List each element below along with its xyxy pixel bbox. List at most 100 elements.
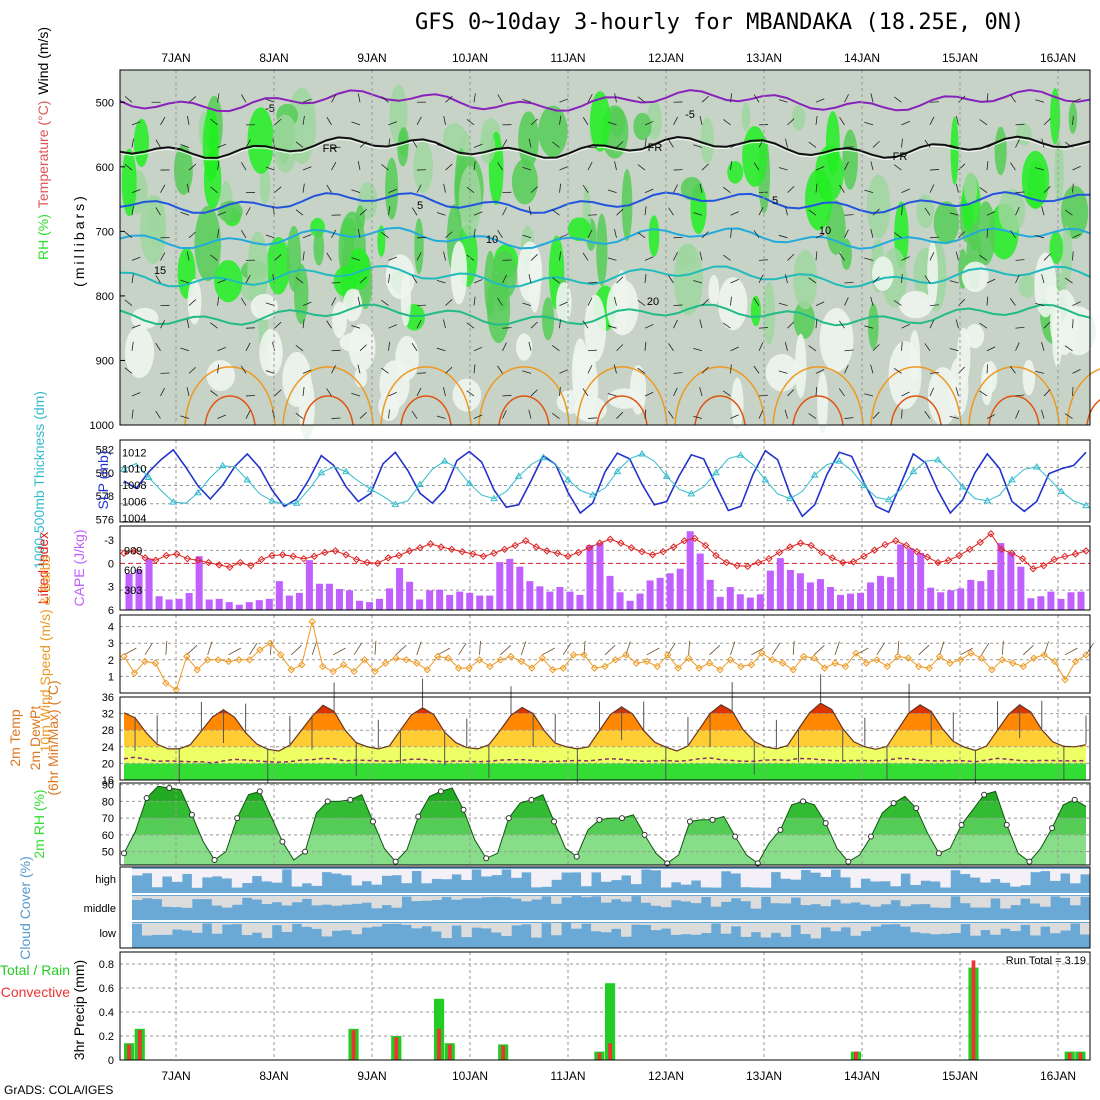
wind10m-marker: [559, 664, 567, 672]
cape-label: CAPE (J/kg): [71, 529, 87, 606]
wind-barb: [815, 301, 825, 306]
rh-marker: [483, 855, 490, 862]
li-marker: [500, 545, 509, 554]
li-marker: [152, 556, 160, 564]
wind-barb: [416, 252, 422, 261]
cape-bar: [486, 595, 494, 610]
wind-barb: [502, 327, 512, 329]
rh-marker: [573, 853, 580, 860]
wind-barb: [637, 96, 646, 103]
wind-barb: [986, 278, 996, 284]
cloud-clear-cell: [581, 923, 592, 924]
wind-barb: [497, 94, 503, 103]
wind10m-marker: [318, 662, 327, 671]
wind-barb: [210, 186, 218, 193]
wind10m-marker: [664, 651, 672, 659]
wind-barb: [155, 207, 161, 216]
wind10m-marker: [946, 659, 954, 667]
li-marker: [1071, 550, 1080, 558]
wind-barb: [949, 280, 959, 284]
wind-barb: [901, 391, 910, 397]
wind10m-label: 10m Wind Speed (m/s) & Barbs: [37, 556, 53, 753]
cape-bar: [927, 587, 935, 610]
warm-contour: [478, 366, 570, 426]
dry-blob: [718, 277, 748, 331]
wind-barb: [673, 116, 679, 126]
cloud-clear-cell: [1020, 869, 1031, 886]
wind10m-line: [123, 621, 1087, 691]
wind-barb: [587, 417, 598, 419]
cloud-clear-cell: [141, 869, 153, 874]
isotherm-5: [119, 191, 1090, 215]
wind-barb: [699, 183, 703, 193]
wind-barb: [1072, 319, 1074, 329]
wind-barb: [1041, 409, 1045, 419]
rh-marker: [505, 815, 512, 822]
li-marker: [955, 551, 963, 560]
wind-barb: [955, 387, 959, 397]
cloud-clear-cell: [960, 896, 971, 904]
rh-marker: [686, 818, 693, 825]
cloud-clear-cell: [411, 869, 422, 872]
ytick-temp: 32: [102, 709, 114, 721]
cape-bar: [786, 569, 794, 610]
wind-barb: [265, 370, 275, 374]
thickness-marker: [1032, 462, 1041, 470]
cloud-clear-cell: [850, 923, 861, 936]
wind-barb: [241, 162, 247, 171]
wind-barb: [901, 256, 910, 261]
cloud-clear-cell: [640, 869, 652, 870]
wind-barb: [473, 414, 483, 419]
wind10m-barb: [1022, 644, 1034, 656]
cloud-clear-cell: [740, 869, 752, 888]
wind-barb: [295, 209, 304, 216]
cloud-clear-cell: [660, 869, 672, 888]
wind10m-marker: [1050, 657, 1059, 666]
thickness-marker: [934, 455, 942, 463]
wind-barb: [901, 274, 903, 284]
cloud-clear-cell: [630, 869, 642, 885]
wind-barb: [587, 161, 593, 171]
cape-bar: [135, 569, 143, 610]
thickness-marker: [243, 475, 252, 483]
wind10m-marker: [684, 654, 693, 662]
cloud-clear-cell: [1020, 896, 1031, 899]
wind-barb: [668, 207, 674, 216]
cape-bar: [1037, 596, 1045, 610]
li-marker: [987, 530, 995, 538]
temp-line: [123, 702, 1087, 752]
day-label-top: 14JAN: [844, 51, 880, 65]
wind-barb: [958, 163, 966, 171]
wind-barb: [894, 164, 902, 171]
cloud-clear-cell: [1040, 923, 1051, 927]
wind-barb: [839, 320, 845, 329]
contour-label: 10: [819, 225, 831, 237]
li-marker: [226, 563, 234, 571]
wind-barb: [784, 274, 788, 284]
wind-barb: [357, 161, 361, 171]
cloud-clear-cell: [1080, 896, 1091, 897]
wind-barb: [155, 275, 161, 284]
wind-barb: [1041, 138, 1045, 148]
wind10m-marker: [956, 656, 965, 664]
wind-barb: [614, 161, 617, 171]
li-marker: [120, 549, 128, 557]
rh-marker: [347, 796, 354, 803]
wind10m-barb: [311, 641, 318, 655]
wind10m-marker: [475, 656, 484, 664]
cape-bar: [376, 598, 384, 610]
wind-barb: [644, 121, 654, 126]
li-marker: [722, 558, 731, 567]
wind10m-marker: [162, 679, 170, 687]
cape-bar: [606, 575, 614, 610]
ytick-rh: 80: [102, 796, 114, 808]
wind-barb: [1043, 253, 1051, 261]
wind-barb: [445, 299, 453, 306]
li-marker: [870, 546, 879, 554]
wind-barb: [1015, 410, 1020, 419]
rh-blob: [397, 130, 409, 167]
cloud-clear-cell: [331, 896, 343, 906]
wind-barb: [180, 144, 190, 148]
wind-barb: [637, 232, 646, 239]
day-label-bottom: 15JAN: [942, 1069, 978, 1083]
